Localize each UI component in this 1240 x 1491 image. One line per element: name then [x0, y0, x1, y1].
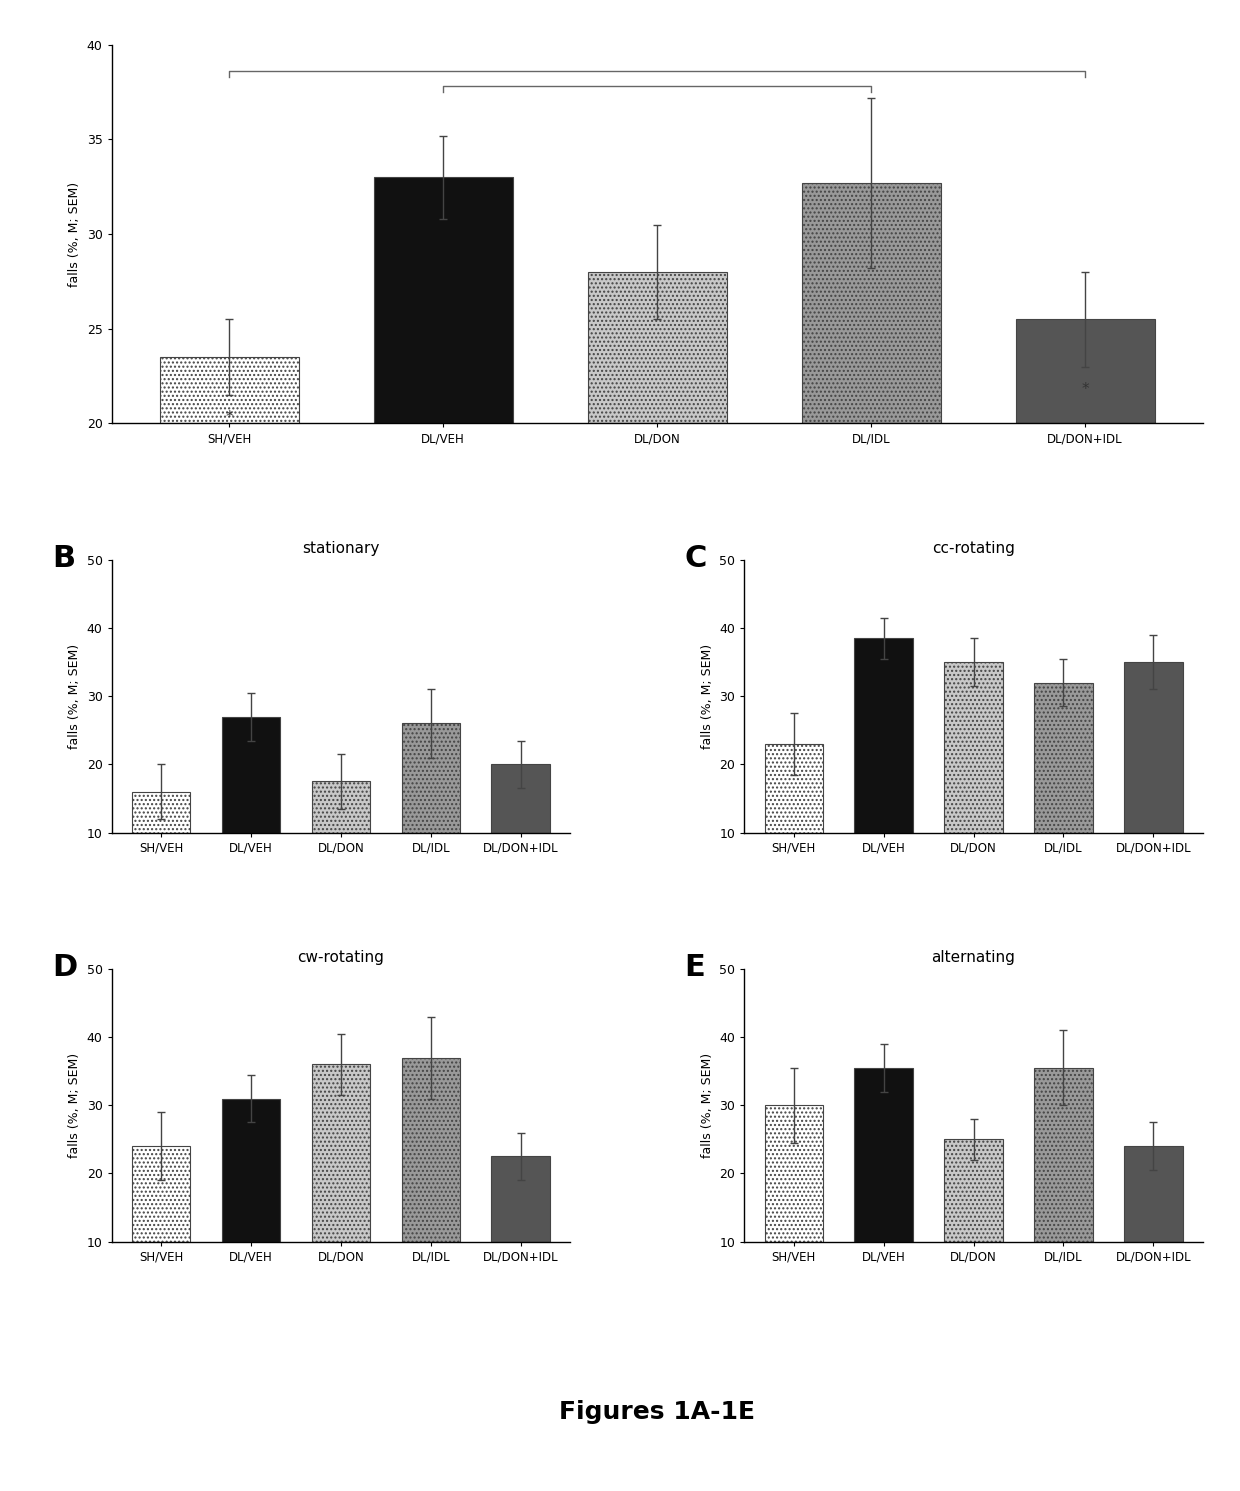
Bar	[311, 781, 370, 832]
Y-axis label: falls (%, M; SEM): falls (%, M; SEM)	[701, 1053, 714, 1159]
Text: D: D	[52, 953, 77, 981]
Bar	[131, 1147, 190, 1242]
Bar	[373, 177, 513, 423]
Text: *: *	[1081, 382, 1089, 397]
Bar	[131, 792, 190, 832]
Bar	[160, 358, 299, 423]
Bar	[222, 717, 280, 832]
Bar	[222, 1099, 280, 1242]
Bar	[1125, 662, 1183, 832]
Bar	[765, 744, 823, 832]
Bar	[311, 1065, 370, 1242]
Bar	[402, 723, 460, 832]
Y-axis label: falls (%, M; SEM): falls (%, M; SEM)	[68, 182, 81, 286]
Text: Figures 1A-1E: Figures 1A-1E	[559, 1400, 755, 1424]
Bar	[1034, 683, 1092, 832]
Bar	[588, 271, 727, 423]
Y-axis label: falls (%, M; SEM): falls (%, M; SEM)	[68, 644, 81, 748]
Y-axis label: falls (%, M; SEM): falls (%, M; SEM)	[68, 1053, 81, 1159]
Text: E: E	[684, 953, 706, 981]
Text: B: B	[52, 544, 76, 573]
Bar	[801, 183, 941, 423]
Text: *: *	[226, 410, 233, 425]
Bar	[402, 1057, 460, 1242]
Bar	[945, 1139, 1003, 1242]
Bar	[854, 638, 913, 832]
Bar	[854, 1068, 913, 1242]
Bar	[1034, 1068, 1092, 1242]
Bar	[1016, 319, 1154, 423]
Bar	[765, 1105, 823, 1242]
Title: cw-rotating: cw-rotating	[298, 950, 384, 965]
Title: alternating: alternating	[931, 950, 1016, 965]
Bar	[1125, 1147, 1183, 1242]
Bar	[491, 1157, 549, 1242]
Title: cc-rotating: cc-rotating	[932, 541, 1016, 556]
Text: C: C	[684, 544, 707, 573]
Title: stationary: stationary	[303, 541, 379, 556]
Bar	[491, 765, 549, 832]
Bar	[945, 662, 1003, 832]
Y-axis label: falls (%, M; SEM): falls (%, M; SEM)	[701, 644, 714, 748]
